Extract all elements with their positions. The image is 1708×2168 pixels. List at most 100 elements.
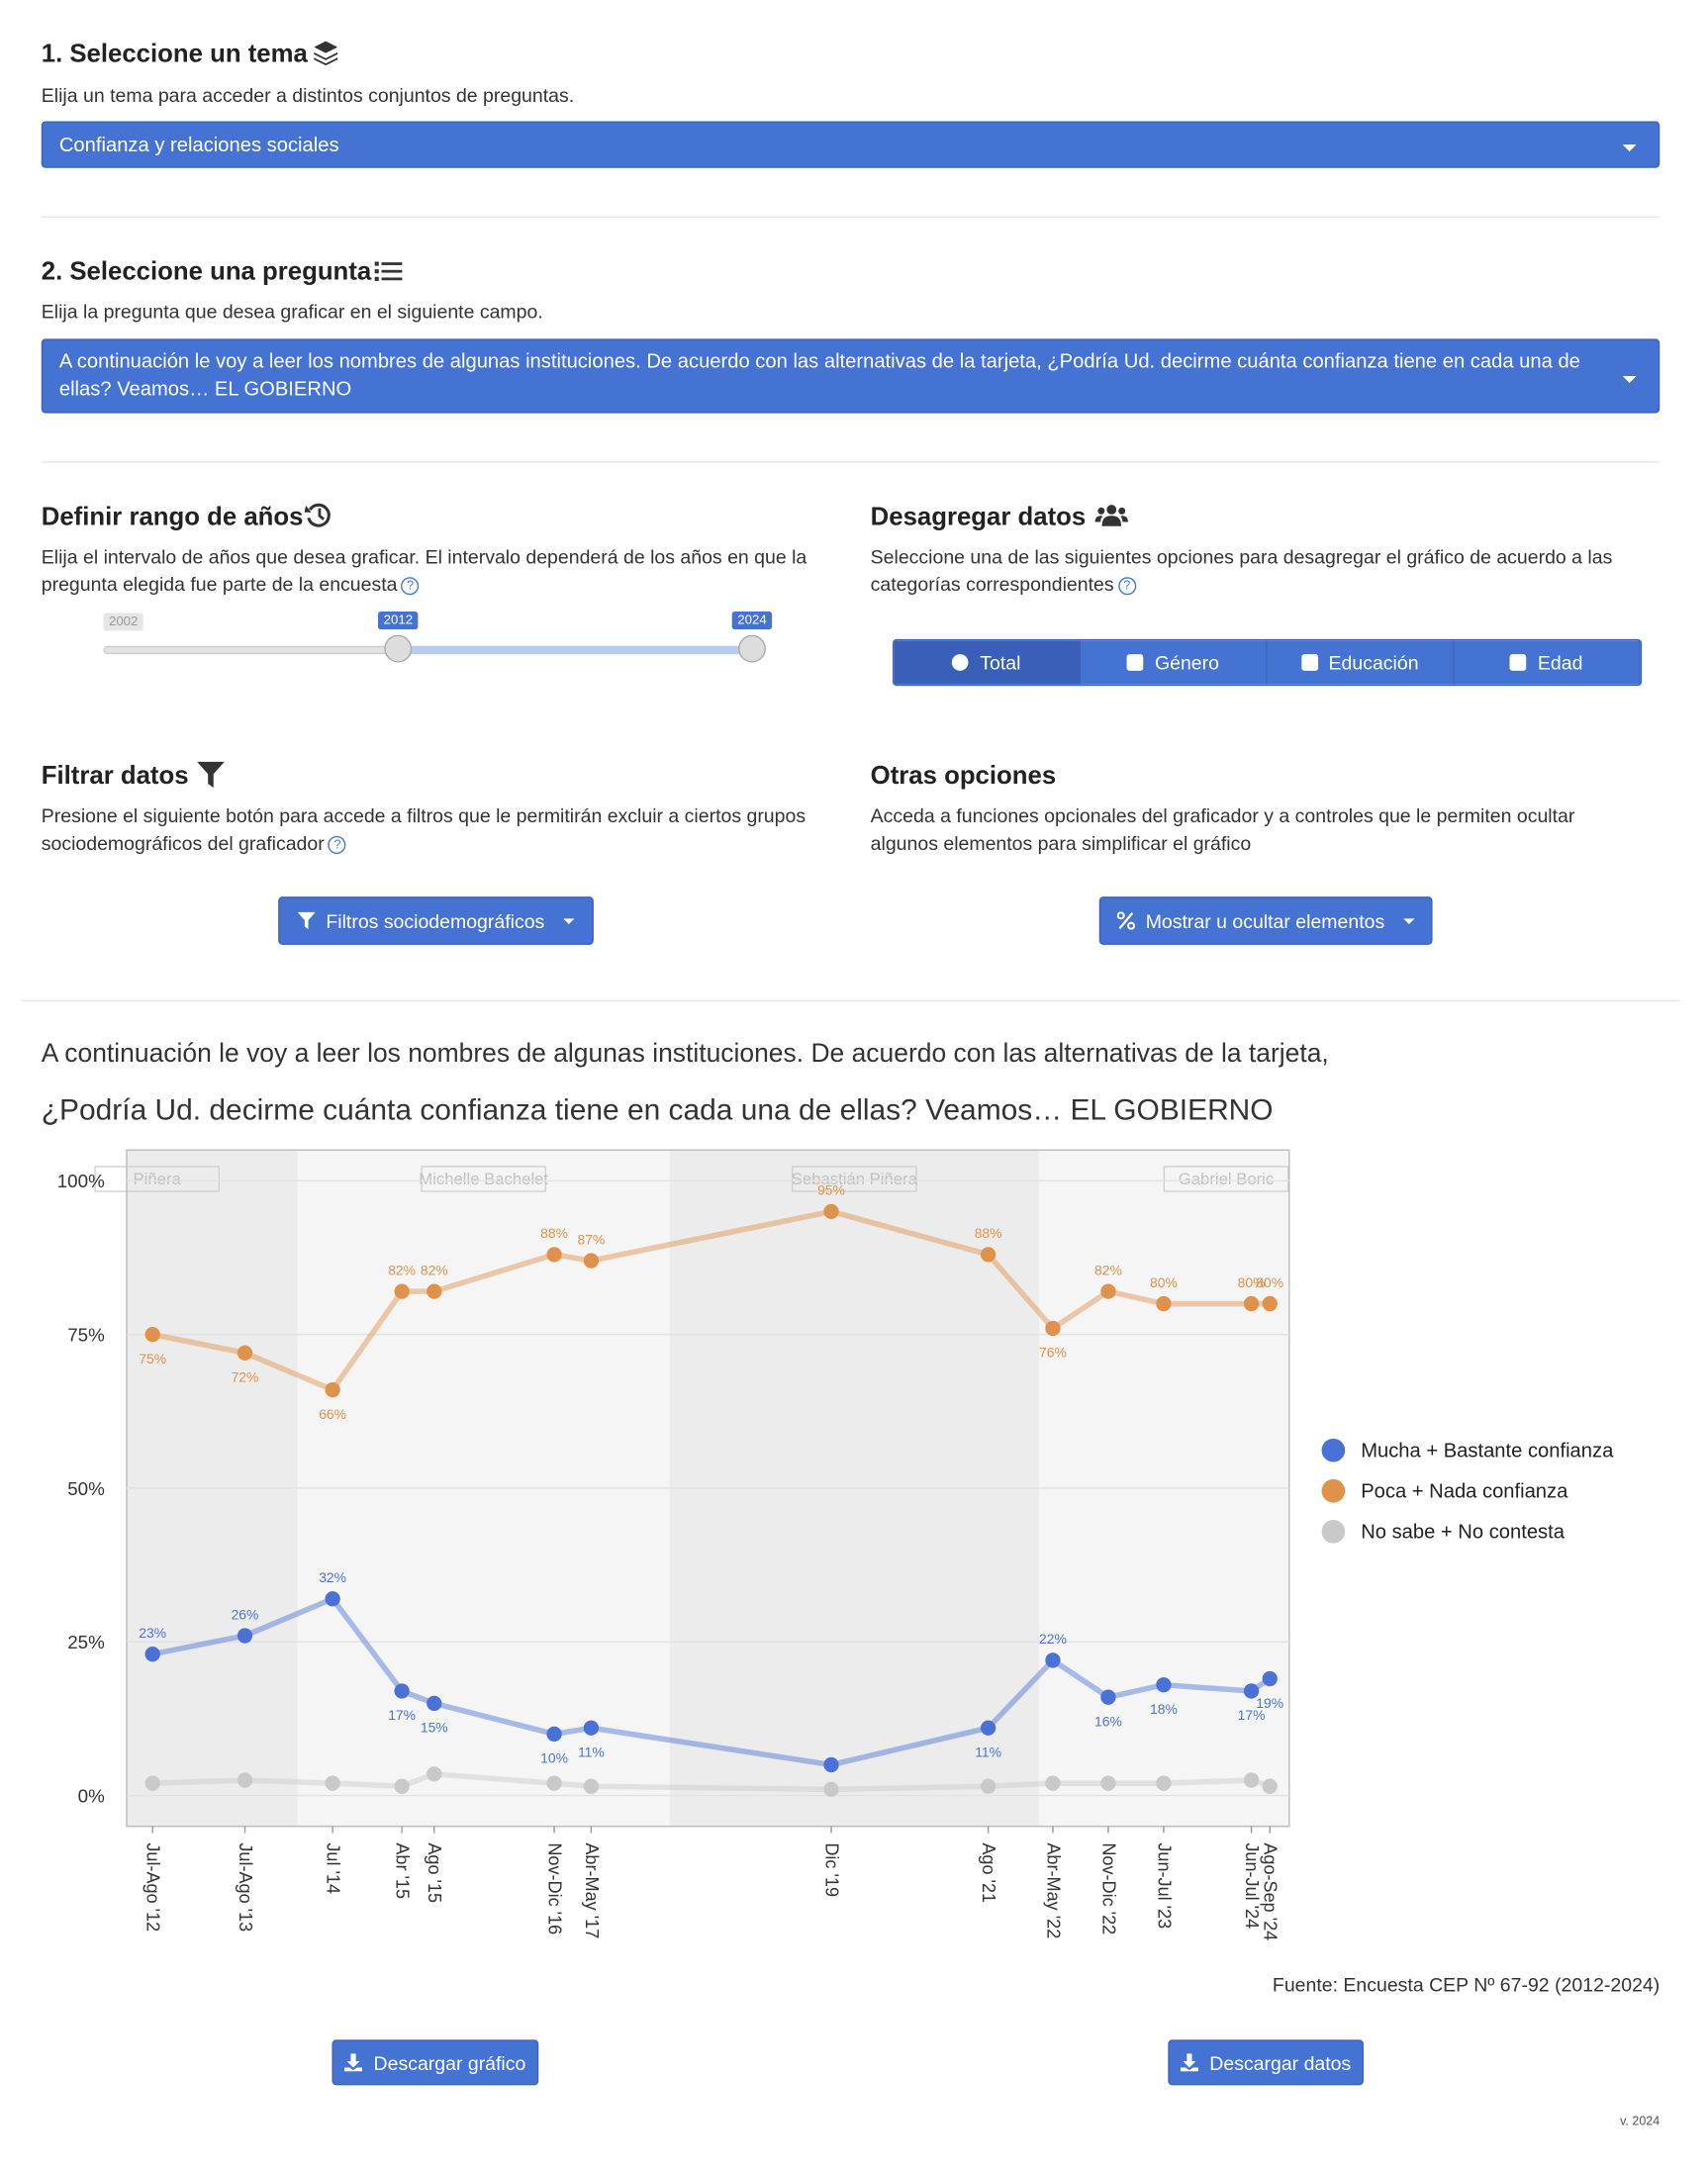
data-point <box>1156 1295 1172 1312</box>
hint: Elija un tema para acceder a distintos c… <box>41 83 575 107</box>
option-label: Género <box>1154 651 1219 674</box>
x-tick-label: Jul-Ago '13 <box>236 1842 255 1932</box>
hint-text: Seleccione una de las siguientes opcione… <box>870 545 1613 596</box>
period-label: Michelle Bachelet <box>419 1170 548 1188</box>
hint: Elija el intervalo de años que desea gra… <box>42 542 833 598</box>
data-label: 76% <box>1039 1345 1067 1361</box>
legend-marker <box>1321 1478 1346 1503</box>
option-button[interactable]: Educación <box>1267 640 1455 685</box>
data-point <box>1100 1775 1116 1791</box>
data-point <box>980 1778 996 1794</box>
list-icon <box>374 261 403 281</box>
x-tick-label: Ago '15 <box>425 1842 444 1903</box>
slider-handle <box>384 634 413 663</box>
data-point <box>427 1766 442 1782</box>
slider-min-label: 2002 <box>103 613 143 631</box>
filter-button[interactable]: Filtros sociodemográficos <box>278 896 594 945</box>
data-point <box>144 1647 160 1662</box>
data-label: 19% <box>1256 1695 1283 1711</box>
layers-icon <box>314 41 338 66</box>
data-point <box>427 1695 442 1712</box>
download-icon <box>1181 2053 1199 2072</box>
source: Fuente: Encuesta CEP Nº 67-92 (2012-2024… <box>1272 1973 1661 1996</box>
data-point <box>583 1253 600 1269</box>
version: v. 2024 <box>1620 2114 1661 2128</box>
caret <box>1403 917 1415 924</box>
data-label: 22% <box>1039 1631 1067 1647</box>
option-label: Edad <box>1537 651 1583 674</box>
help-icon[interactable]: ? <box>328 835 346 854</box>
section-title: 1. Seleccione un tema <box>41 38 308 68</box>
data-label: 11% <box>975 1744 1001 1759</box>
disaggregate-buttons: Total Género Educación Edad <box>892 638 1643 687</box>
period-label: Sebastián Piñera <box>792 1170 918 1188</box>
data-point <box>1045 1775 1061 1791</box>
data-label: 17% <box>1238 1707 1266 1723</box>
data-point <box>823 1781 839 1798</box>
download-chart-button[interactable]: Descargar gráfico <box>332 2039 539 2086</box>
section-title: Otras opciones <box>870 760 1057 790</box>
y-tick-label: 25% <box>67 1632 105 1652</box>
download-data-button[interactable]: Descargar datos <box>1168 2039 1364 2086</box>
year-slider[interactable]: 2002 2012 2024 <box>0 606 854 675</box>
caret <box>1622 144 1637 152</box>
data-point <box>1045 1652 1061 1668</box>
data-label: 11% <box>578 1744 605 1759</box>
y-tick-label: 50% <box>67 1478 105 1499</box>
data-point <box>980 1247 996 1263</box>
users-icon <box>1094 505 1128 526</box>
filter-icon <box>197 761 225 789</box>
data-point <box>1243 1295 1260 1312</box>
series-line <box>151 1595 1272 1768</box>
help-icon[interactable]: ? <box>1117 577 1136 596</box>
option-button[interactable]: Edad <box>1454 640 1641 685</box>
x-tick-label: Abr-May '22 <box>1043 1842 1063 1938</box>
chart-title: A continuación le voy a leer los nombres… <box>41 1039 1329 1070</box>
topic-select[interactable]: Confianza y relaciones sociales <box>41 121 1661 168</box>
hint: Acceda a funciones opcionales del grafic… <box>870 803 1575 854</box>
data-label: 66% <box>319 1406 346 1422</box>
option-button[interactable]: Género <box>1080 640 1268 685</box>
chart: Piñera Michelle Bachelet Sebastián Piñera G… <box>57 1149 1614 1940</box>
data-label: 72% <box>232 1368 259 1384</box>
history-icon <box>304 503 331 527</box>
x-tick-label: Abr '15 <box>393 1842 413 1899</box>
data-point <box>546 1726 562 1743</box>
button-label: Descargar gráfico <box>373 2051 526 2074</box>
help-icon[interactable]: ? <box>401 577 420 596</box>
options-button[interactable]: Mostrar u ocultar elementos <box>1098 896 1433 945</box>
data-point <box>1156 1677 1172 1693</box>
legend-marker <box>1321 1519 1346 1544</box>
data-label: 80% <box>1256 1274 1283 1290</box>
question-select[interactable]: A continuación le voy a leer los nombres… <box>41 338 1661 414</box>
data-point <box>583 1778 600 1794</box>
series-line <box>151 1208 1271 1393</box>
option-button[interactable]: Total <box>894 640 1081 685</box>
x-tick-label: Dic '19 <box>821 1842 841 1897</box>
data-label: 26% <box>232 1606 259 1622</box>
data-point <box>1100 1283 1116 1299</box>
legend-label: No sabe + No contesta <box>1361 1522 1566 1544</box>
x-tick-label: Ago '21 <box>979 1842 998 1903</box>
data-point <box>1045 1320 1061 1337</box>
series-line <box>152 1771 1272 1793</box>
data-label: 82% <box>421 1262 448 1277</box>
button-label: Descargar datos <box>1209 2051 1352 2074</box>
data-label: 82% <box>1094 1262 1122 1277</box>
data-point <box>546 1247 562 1263</box>
x-tick-label: Jul '14 <box>324 1842 343 1894</box>
data-label: 32% <box>319 1569 346 1585</box>
data-point <box>427 1283 442 1299</box>
period-label-box <box>1163 1166 1289 1192</box>
divider <box>20 999 1681 1001</box>
x-tick-label: Abr-May '17 <box>582 1842 602 1938</box>
x-tick-label: Nov-Dic '16 <box>545 1842 565 1934</box>
divider <box>41 461 1661 463</box>
slider-handle <box>738 634 766 663</box>
section-title: 2. Seleccione una pregunta <box>41 255 372 286</box>
selected-question: A continuación le voy a leer los nombres… <box>58 350 1580 402</box>
data-point <box>1100 1689 1116 1705</box>
data-label: 15% <box>421 1720 448 1736</box>
